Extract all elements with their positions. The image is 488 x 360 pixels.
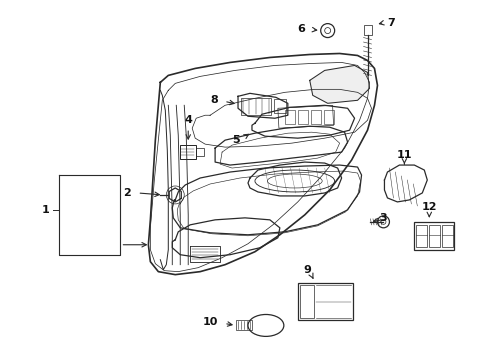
Bar bbox=[273, 99, 285, 113]
Text: 10: 10 bbox=[203, 318, 218, 328]
Bar bbox=[241, 98, 270, 115]
Bar bbox=[277, 105, 333, 128]
Bar bbox=[236, 320, 251, 330]
Bar bbox=[310, 110, 320, 124]
Text: 2: 2 bbox=[122, 188, 130, 198]
Text: 11: 11 bbox=[396, 150, 411, 160]
Bar bbox=[180, 145, 196, 159]
Bar bbox=[196, 148, 203, 156]
Bar bbox=[441, 225, 452, 247]
Text: 4: 4 bbox=[184, 115, 192, 125]
Text: 5: 5 bbox=[232, 135, 240, 145]
Text: 3: 3 bbox=[379, 213, 386, 223]
Text: 9: 9 bbox=[303, 265, 311, 275]
Polygon shape bbox=[309, 66, 369, 103]
Bar bbox=[323, 110, 333, 124]
Text: 12: 12 bbox=[421, 202, 436, 212]
Bar bbox=[428, 225, 439, 247]
Bar bbox=[297, 110, 307, 124]
Bar bbox=[415, 225, 427, 247]
Text: 7: 7 bbox=[386, 18, 394, 28]
Bar bbox=[413, 222, 453, 250]
Text: 6: 6 bbox=[296, 24, 304, 33]
Bar bbox=[297, 283, 352, 320]
Bar bbox=[299, 285, 313, 319]
Text: 1: 1 bbox=[42, 205, 50, 215]
Bar bbox=[285, 110, 294, 124]
Text: 8: 8 bbox=[210, 95, 218, 105]
Bar bbox=[363, 24, 371, 35]
